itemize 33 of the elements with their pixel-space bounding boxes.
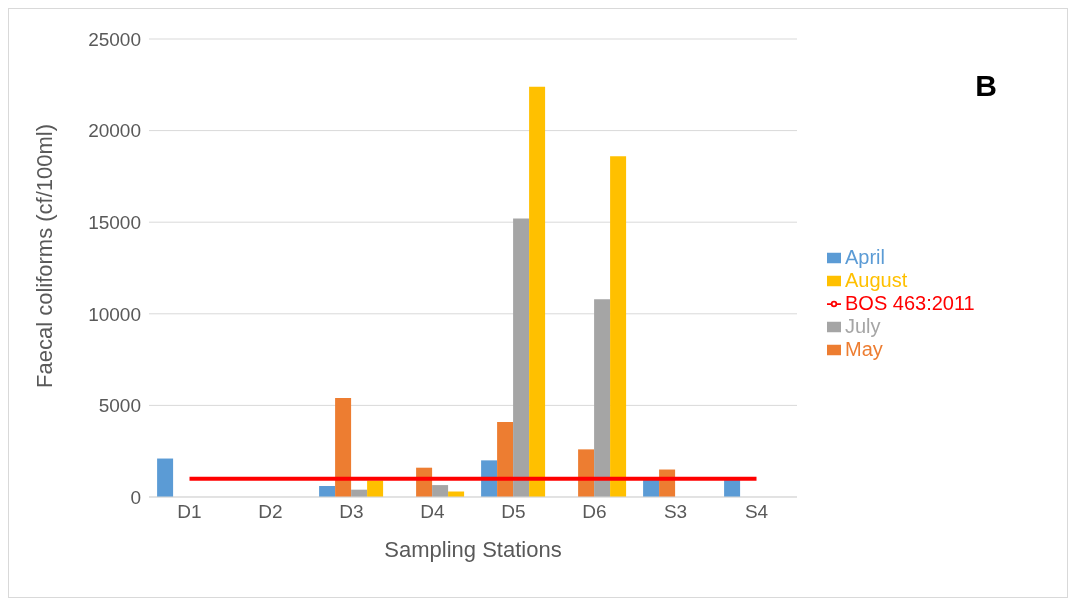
x-tick-label: D5	[501, 501, 526, 523]
y-tick-label: 10000	[88, 303, 141, 325]
bar	[497, 421, 514, 497]
legend-label: May	[845, 337, 883, 360]
bar	[367, 480, 384, 497]
x-tick-label: D4	[420, 501, 446, 523]
bar	[594, 299, 611, 497]
y-tick-label: 25000	[88, 28, 141, 50]
x-tick-label: D6	[582, 501, 607, 523]
legend-label: July	[845, 314, 881, 337]
bar	[529, 86, 546, 497]
bar	[319, 486, 336, 497]
legend-label: April	[845, 245, 886, 268]
y-tick-label: 0	[130, 486, 141, 508]
x-tick-label: S3	[663, 501, 688, 523]
legend-label: BOS 463:2011	[845, 291, 975, 314]
bar	[432, 485, 449, 497]
y-tick-label: 20000	[88, 120, 141, 142]
text: B	[975, 69, 997, 103]
y-tick-label: 5000	[98, 395, 141, 417]
bar	[610, 156, 627, 497]
x-axis-title: Sampling Stations	[384, 537, 562, 562]
bar	[157, 458, 174, 497]
x-tick-label: D3	[339, 501, 364, 523]
bar	[513, 218, 530, 497]
x-tick-label: D2	[258, 501, 283, 523]
y-axis-title: Faecal coliforms (cf/100ml)	[31, 123, 57, 388]
bar	[335, 398, 352, 497]
bar	[578, 449, 595, 497]
x-tick-label: D1	[177, 501, 202, 523]
y-tick-label: 15000	[88, 211, 141, 233]
legend-label: August	[845, 268, 908, 291]
x-tick-label: S4	[744, 501, 769, 523]
